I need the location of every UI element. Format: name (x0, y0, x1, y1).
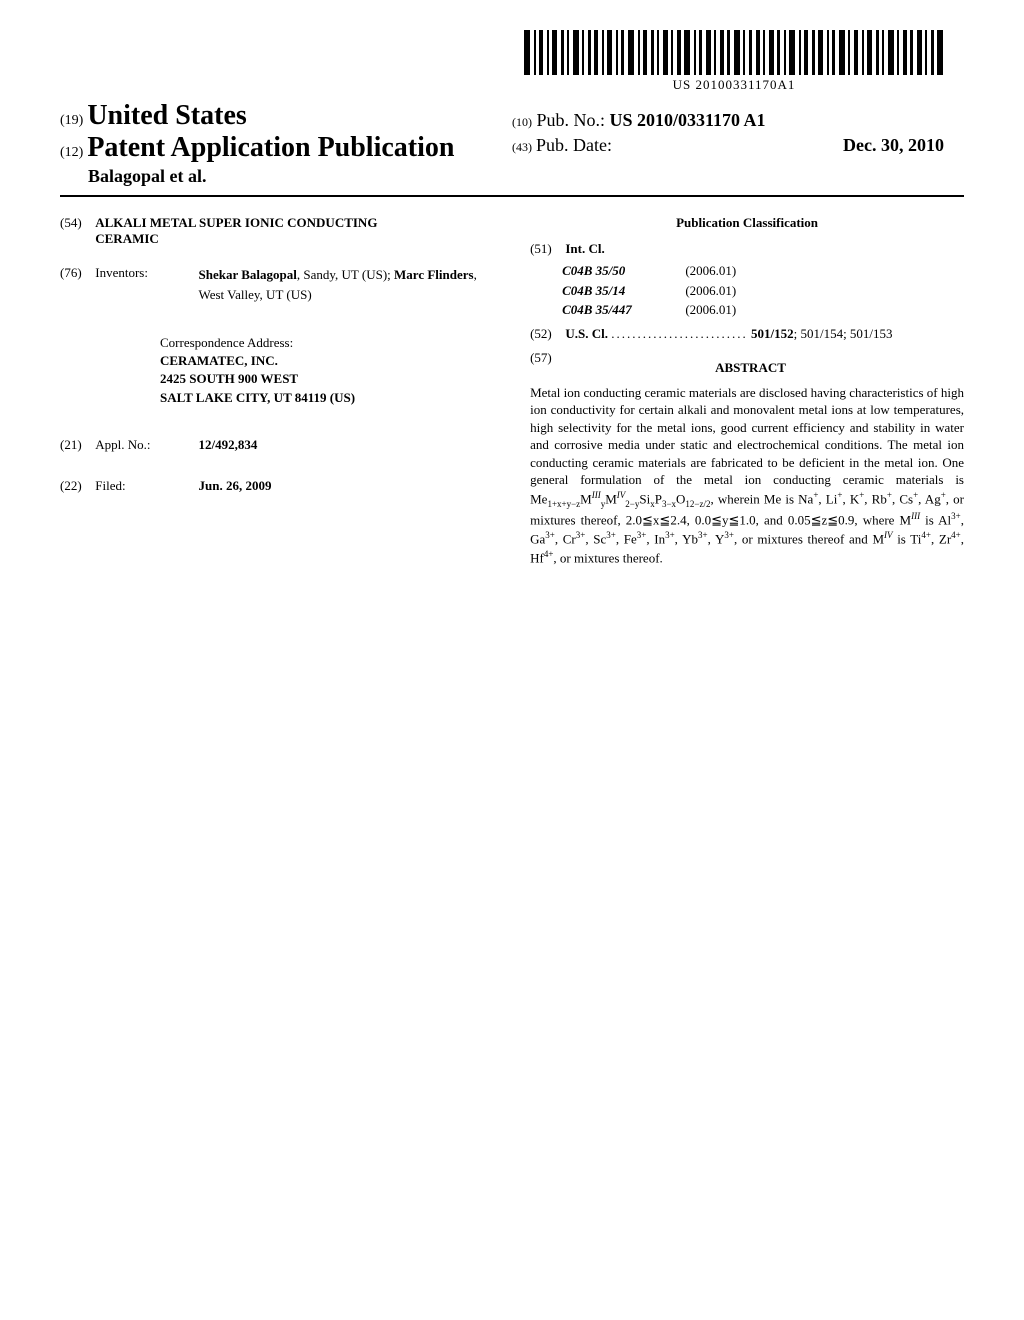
abstract-num: (57) (530, 350, 562, 366)
abstract-text: Metal ion conducting ceramic materials a… (530, 384, 964, 567)
intcl-date-2: (2006.01) (685, 281, 736, 301)
intcl-label: Int. Cl. (565, 241, 604, 256)
appl-no-field: (21) Appl. No.: 12/492,834 (60, 437, 494, 453)
filed-label: Filed: (95, 478, 195, 494)
header-left: (19) United States (12) Patent Applicati… (60, 100, 512, 187)
pub-no-value: US 2010/0331170 A1 (610, 110, 766, 130)
uscl-dots: .......................... (611, 326, 748, 341)
left-column: (54) ALKALI METAL SUPER IONIC CONDUCTING… (60, 215, 494, 512)
inventor-loc-1: , Sandy, UT (US); (297, 267, 394, 282)
abstract-body: Metal ion conducting ceramic materials a… (530, 385, 964, 507)
prefix-19: (19) (60, 113, 83, 128)
filed-value: Jun. 26, 2009 (199, 478, 272, 494)
intcl-field: (51) Int. Cl. (530, 241, 964, 257)
inventor-name-2: Marc Flinders (394, 267, 474, 282)
abstract-header: ABSTRACT (566, 360, 935, 376)
inventor-name-1: Shekar Balagopal (199, 267, 297, 282)
inventors-num: (76) (60, 265, 92, 281)
filed-field: (22) Filed: Jun. 26, 2009 (60, 478, 494, 494)
appl-value: 12/492,834 (199, 437, 258, 453)
intcl-row-2: C04B 35/14 (2006.01) (530, 281, 964, 301)
intcl-row-3: C04B 35/447 (2006.01) (530, 300, 964, 320)
pub-class-header: Publication Classification (530, 215, 964, 231)
patent-header: (19) United States (12) Patent Applicati… (60, 100, 964, 187)
right-column: Publication Classification (51) Int. Cl.… (530, 215, 964, 566)
pub-no-label: Pub. No.: (537, 110, 606, 130)
barcode (524, 30, 944, 75)
title-num: (54) (60, 215, 92, 231)
inventors-list: Shekar Balagopal, Sandy, UT (US); Marc F… (199, 265, 479, 304)
barcode-area: US 20100331170A1 (524, 30, 944, 93)
barcode-number: US 20100331170A1 (524, 77, 944, 93)
publication-type: Patent Application Publication (87, 132, 454, 163)
intcl-num: (51) (530, 241, 562, 257)
title-field: (54) ALKALI METAL SUPER IONIC CONDUCTING… (60, 215, 494, 247)
intcl-row-1: C04B 35/50 (2006.01) (530, 261, 964, 281)
uscl-main: 501/152 (751, 326, 794, 341)
pub-date-value: Dec. 30, 2010 (843, 135, 944, 156)
correspondence-line1: CERAMATEC, INC. (160, 352, 494, 370)
prefix-12: (12) (60, 145, 83, 160)
inventors-field: (76) Inventors: Shekar Balagopal, Sandy,… (60, 265, 494, 304)
header-right: (10) Pub. No.: US 2010/0331170 A1 (43) P… (512, 100, 964, 156)
appl-num: (21) (60, 437, 92, 453)
body-content: (54) ALKALI METAL SUPER IONIC CONDUCTING… (60, 215, 964, 566)
correspondence-label: Correspondence Address: (160, 334, 494, 352)
correspondence-line2: 2425 SOUTH 900 WEST (160, 370, 494, 388)
header-divider (60, 195, 964, 197)
intcl-date-3: (2006.01) (685, 300, 736, 320)
intcl-date-1: (2006.01) (685, 261, 736, 281)
country: United States (87, 100, 246, 131)
inventors-label: Inventors: (95, 265, 195, 281)
pub-date-prefix: (43) (512, 140, 532, 154)
uscl-rest: ; 501/154; 501/153 (794, 326, 893, 341)
uscl-label: U.S. Cl. (565, 326, 608, 341)
intcl-code-1: C04B 35/50 (562, 261, 682, 281)
title-text: ALKALI METAL SUPER IONIC CONDUCTING CERA… (95, 215, 395, 247)
authors-short: Balagopal et al. (88, 166, 512, 187)
appl-label: Appl. No.: (95, 437, 195, 453)
pub-no-prefix: (10) (512, 115, 532, 129)
abstract-section: (57) ABSTRACT Metal ion conducting ceram… (530, 350, 964, 567)
correspondence-line3: SALT LAKE CITY, UT 84119 (US) (160, 389, 494, 407)
pub-date-label: Pub. Date: (536, 135, 612, 155)
correspondence-block: Correspondence Address: CERAMATEC, INC. … (160, 334, 494, 407)
uscl-field: (52) U.S. Cl. ..........................… (530, 326, 964, 342)
filed-num: (22) (60, 478, 92, 494)
intcl-code-2: C04B 35/14 (562, 281, 682, 301)
uscl-num: (52) (530, 326, 562, 342)
intcl-code-3: C04B 35/447 (562, 300, 682, 320)
